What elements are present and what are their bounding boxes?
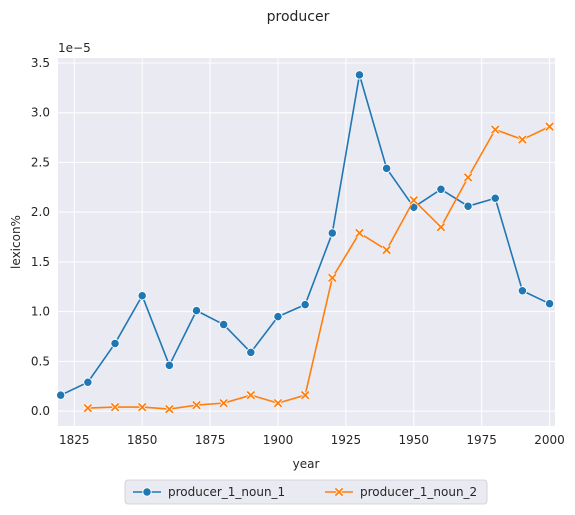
data-point — [83, 403, 93, 413]
x-tick-label: 1825 — [59, 433, 90, 447]
legend-box — [124, 479, 488, 505]
y-multiplier-label: 1e−5 — [58, 41, 91, 55]
legend-item: producer_1_noun_2 — [325, 485, 477, 499]
data-point — [381, 245, 392, 255]
data-point — [83, 377, 93, 387]
series-line — [87, 125, 550, 410]
data-point — [354, 70, 365, 80]
plot-area — [58, 58, 555, 426]
data-point — [300, 300, 310, 310]
series-producer_1_noun_2 — [83, 121, 555, 414]
y-tick-label: 2.0 — [31, 205, 50, 219]
x-tick-label: 1875 — [195, 433, 226, 447]
legend-label: producer_1_noun_1 — [168, 485, 285, 499]
data-point — [409, 195, 419, 205]
data-point — [137, 291, 147, 301]
data-point — [273, 311, 283, 322]
y-axis-label: lexicon% — [9, 215, 23, 269]
data-point — [354, 228, 365, 238]
data-point — [56, 390, 66, 400]
x-tick-label: 1900 — [263, 433, 294, 447]
data-point — [273, 398, 283, 408]
x-tick-label: 1850 — [127, 433, 158, 447]
legend: producer_1_noun_1 producer_1_noun_2 — [124, 479, 488, 505]
tick-labels: 1825 1850 1875 1900 1925 1950 1975 2000 0.0 0.5 1.… — [31, 56, 565, 447]
legend-item: producer_1_noun_1 — [133, 485, 285, 499]
data-point — [381, 163, 392, 174]
legend-label: producer_1_noun_2 — [360, 485, 477, 499]
data-point — [327, 228, 337, 238]
data-point — [246, 347, 256, 358]
y-tick-label: 2.5 — [31, 155, 50, 169]
y-tick-label: 3.0 — [31, 106, 50, 120]
series-layer — [56, 70, 555, 414]
data-point — [300, 390, 310, 400]
data-point — [164, 404, 175, 414]
y-tick-label: 1.0 — [31, 305, 50, 319]
y-tick-label: 1.5 — [31, 255, 50, 269]
data-point — [191, 400, 202, 410]
grid-lines — [58, 58, 555, 426]
data-point — [110, 338, 120, 349]
data-point — [164, 360, 174, 370]
x-tick-label: 2000 — [534, 433, 565, 447]
series-producer_1_noun_1 — [56, 70, 555, 400]
x-axis-label: year — [293, 457, 320, 471]
data-point — [517, 134, 528, 145]
data-point — [246, 390, 256, 400]
data-point — [544, 299, 555, 309]
data-point — [517, 286, 528, 296]
x-tick-label: 1950 — [399, 433, 430, 447]
data-point — [191, 305, 202, 316]
data-point — [463, 172, 473, 183]
data-point — [463, 201, 473, 211]
x-tick-label: 1975 — [466, 433, 497, 447]
x-tick-label: 1925 — [331, 433, 362, 447]
chart-title: producer — [267, 9, 330, 25]
data-point — [142, 487, 152, 497]
data-point — [218, 398, 229, 408]
y-tick-label: 0.5 — [31, 354, 50, 368]
data-point — [436, 184, 446, 194]
data-point — [490, 193, 500, 203]
data-point — [219, 319, 229, 330]
data-point — [110, 402, 120, 412]
data-point — [334, 487, 344, 497]
data-point — [436, 222, 446, 232]
y-tick-label: 3.5 — [31, 56, 50, 70]
data-point — [327, 273, 338, 283]
data-point — [137, 402, 147, 412]
data-point — [490, 124, 500, 135]
y-tick-label: 0.0 — [31, 404, 50, 418]
data-point — [544, 121, 555, 132]
